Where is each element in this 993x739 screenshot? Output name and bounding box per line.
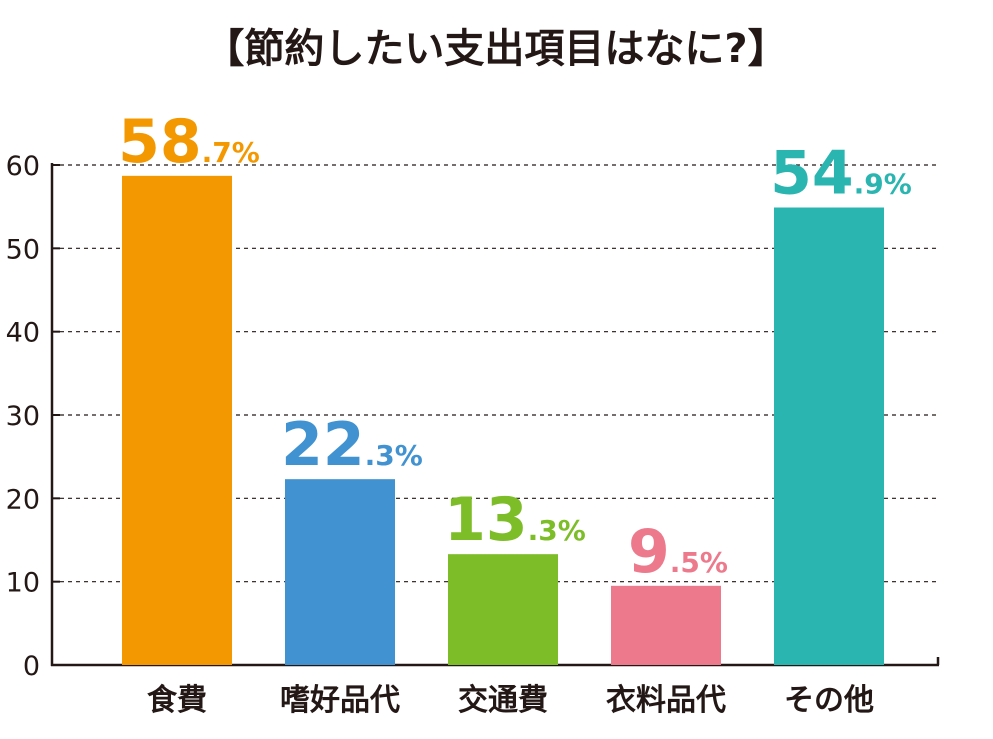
data-label-dec: .3% [528, 514, 586, 547]
y-tick-label: 10 [6, 568, 40, 599]
y-tick-labels: 0 10 20 30 40 50 60 [6, 151, 40, 682]
data-label: 58.7% [118, 107, 260, 177]
bar [448, 554, 558, 665]
x-tick-label: 衣料品代 [606, 683, 726, 718]
y-tick-label: 0 [23, 651, 40, 682]
x-tick-label: 嗜好品代 [280, 683, 400, 718]
data-label: 9.5% [628, 517, 728, 587]
bar [122, 175, 232, 666]
x-tick-label: 食費 [147, 683, 207, 718]
x-tick-label: 交通費 [458, 683, 548, 718]
data-label-int: 54 [770, 139, 854, 209]
bar [774, 207, 884, 665]
bars [122, 175, 884, 666]
data-label-dec: .9% [854, 168, 912, 201]
y-tick-label: 50 [6, 234, 40, 265]
y-tick-label: 20 [6, 484, 40, 515]
chart-title: 【節約したい支出項目はなに?】 [204, 26, 787, 72]
x-tick-label: その他 [784, 683, 874, 718]
category-labels: 食費 嗜好品代 交通費 衣料品代 その他 [147, 683, 874, 718]
y-tick-label: 40 [6, 318, 40, 349]
data-label-dec: .7% [202, 136, 260, 169]
data-label-int: 22 [281, 410, 365, 480]
data-label: 13.3% [444, 485, 586, 555]
data-label: 54.9% [770, 139, 912, 209]
data-label: 22.3% [281, 410, 423, 480]
data-label-int: 9 [628, 517, 670, 587]
bar [285, 479, 395, 665]
data-label-dec: .5% [670, 546, 728, 579]
y-tick-label: 30 [6, 401, 40, 432]
bar [611, 585, 721, 665]
data-label-dec: .3% [365, 439, 423, 472]
y-tick-label: 60 [6, 151, 40, 182]
data-label-int: 58 [118, 107, 202, 177]
value-labels: 58.7%22.3%13.3% 9.5%54.9% [118, 107, 912, 587]
data-label-int: 13 [444, 485, 528, 555]
